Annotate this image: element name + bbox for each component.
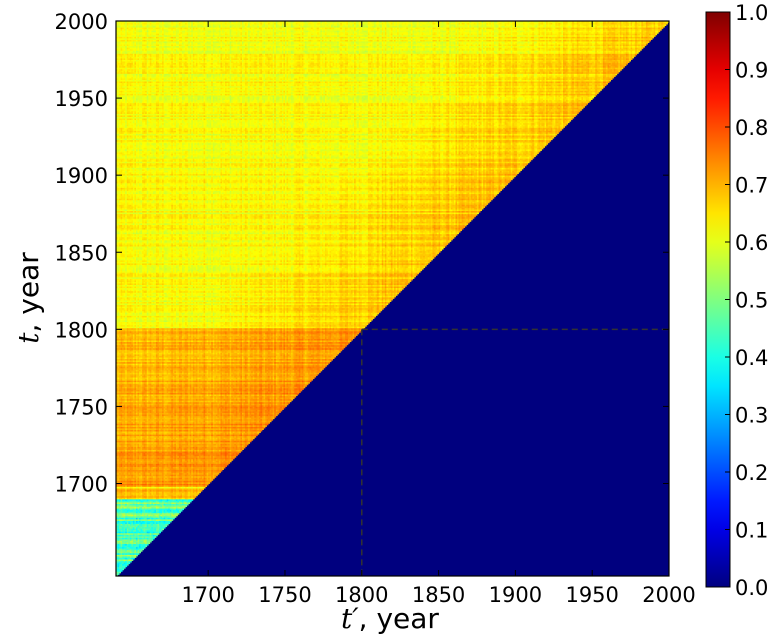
- heatmap-cells: [116, 21, 669, 576]
